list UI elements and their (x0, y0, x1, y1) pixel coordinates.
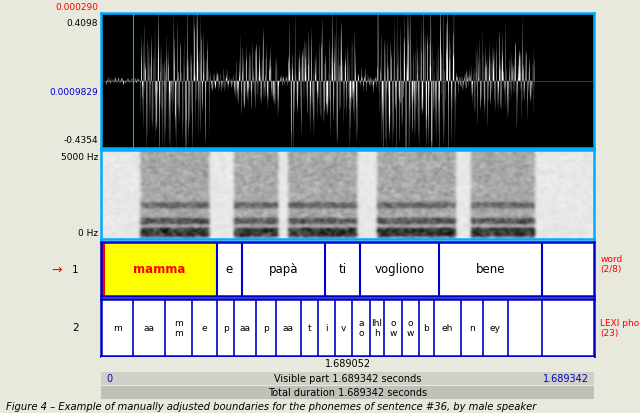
Text: 5000 Hz: 5000 Hz (61, 153, 98, 162)
Text: m
m: m m (174, 318, 183, 337)
Text: Total duration 1.689342 seconds: Total duration 1.689342 seconds (268, 387, 427, 397)
Text: o
w: o w (389, 318, 397, 337)
Text: word
(2/8): word (2/8) (600, 254, 623, 273)
Text: lhl
h: lhl h (372, 318, 383, 337)
Text: aa: aa (283, 323, 294, 332)
Text: p: p (263, 323, 269, 332)
Text: a
o: a o (358, 318, 364, 337)
Text: 0 Hz: 0 Hz (78, 228, 98, 237)
Text: e: e (226, 263, 233, 276)
Text: 1.689052: 1.689052 (324, 358, 371, 368)
Text: b: b (424, 323, 429, 332)
Text: Visible part 1.689342 seconds: Visible part 1.689342 seconds (274, 373, 421, 383)
Text: m: m (113, 323, 122, 332)
Text: v: v (341, 323, 346, 332)
Text: eh: eh (442, 323, 453, 332)
Text: n: n (469, 323, 475, 332)
Text: o
w: o w (406, 318, 414, 337)
Text: 0.4098: 0.4098 (67, 19, 98, 28)
Text: bene: bene (476, 263, 505, 276)
Text: ti: ti (339, 263, 347, 276)
Text: Figure 4 – Example of manually adjusted boundaries for the phonemes of sentence : Figure 4 – Example of manually adjusted … (6, 401, 537, 411)
Text: p: p (223, 323, 228, 332)
Text: e: e (202, 323, 207, 332)
Text: ey: ey (490, 323, 501, 332)
Text: →: → (51, 263, 61, 276)
Text: i: i (325, 323, 328, 332)
Text: papà: papà (269, 263, 298, 276)
Text: 0.000290: 0.000290 (55, 3, 98, 12)
Text: 0: 0 (106, 373, 112, 383)
Text: vogliono: vogliono (374, 263, 424, 276)
Text: -0.4354: -0.4354 (63, 135, 98, 145)
Text: aa: aa (240, 323, 251, 332)
Text: 1.689342: 1.689342 (543, 373, 589, 383)
Text: 0.0009829: 0.0009829 (49, 88, 98, 97)
Bar (101, 242, 217, 297)
Text: t: t (307, 323, 311, 332)
Text: mamma: mamma (133, 263, 185, 276)
Text: 2: 2 (72, 323, 79, 332)
Bar (101, 242, 105, 297)
Text: LEXI phoneme
(23): LEXI phoneme (23) (600, 318, 640, 337)
Text: 1: 1 (72, 264, 79, 274)
Text: aa: aa (143, 323, 155, 332)
